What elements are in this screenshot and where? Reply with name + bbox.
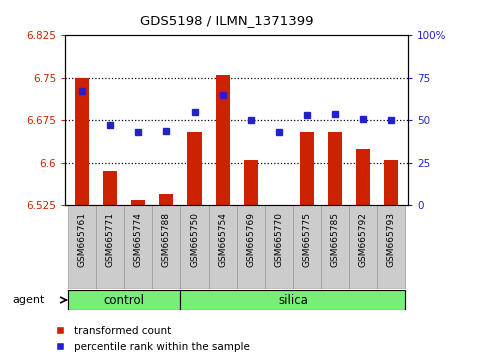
Bar — [377, 205, 405, 289]
Text: GSM665785: GSM665785 — [330, 212, 340, 267]
Bar — [187, 132, 201, 205]
Text: agent: agent — [12, 295, 44, 305]
Text: GSM665770: GSM665770 — [274, 212, 284, 267]
Text: GSM665750: GSM665750 — [190, 212, 199, 267]
Bar — [237, 205, 265, 289]
Text: GSM665771: GSM665771 — [106, 212, 114, 267]
Bar — [68, 290, 181, 310]
Bar — [181, 290, 405, 310]
Text: GSM665774: GSM665774 — [134, 212, 143, 267]
Legend: transformed count, percentile rank within the sample: transformed count, percentile rank withi… — [51, 322, 254, 354]
Bar — [356, 149, 370, 205]
Text: GSM665761: GSM665761 — [78, 212, 86, 267]
Text: silica: silica — [278, 293, 308, 307]
Bar — [215, 75, 229, 205]
Text: GSM665754: GSM665754 — [218, 212, 227, 267]
Bar — [328, 132, 342, 205]
Bar — [265, 205, 293, 289]
Bar — [300, 132, 314, 205]
Text: GSM665788: GSM665788 — [162, 212, 171, 267]
Text: control: control — [104, 293, 145, 307]
Bar — [244, 160, 258, 205]
Bar — [293, 205, 321, 289]
Bar — [384, 160, 398, 205]
Bar — [124, 205, 152, 289]
Bar — [159, 194, 173, 205]
Bar — [103, 171, 117, 205]
Bar — [131, 200, 145, 205]
Bar — [209, 205, 237, 289]
Bar — [96, 205, 124, 289]
Bar — [152, 205, 181, 289]
Text: GSM665792: GSM665792 — [359, 212, 368, 267]
Bar — [349, 205, 377, 289]
Bar — [181, 205, 209, 289]
Bar — [75, 78, 89, 205]
Text: GSM665793: GSM665793 — [387, 212, 396, 267]
Text: GDS5198 / ILMN_1371399: GDS5198 / ILMN_1371399 — [140, 14, 314, 27]
Text: GSM665775: GSM665775 — [302, 212, 312, 267]
Bar — [68, 205, 96, 289]
Text: GSM665769: GSM665769 — [246, 212, 255, 267]
Bar — [321, 205, 349, 289]
